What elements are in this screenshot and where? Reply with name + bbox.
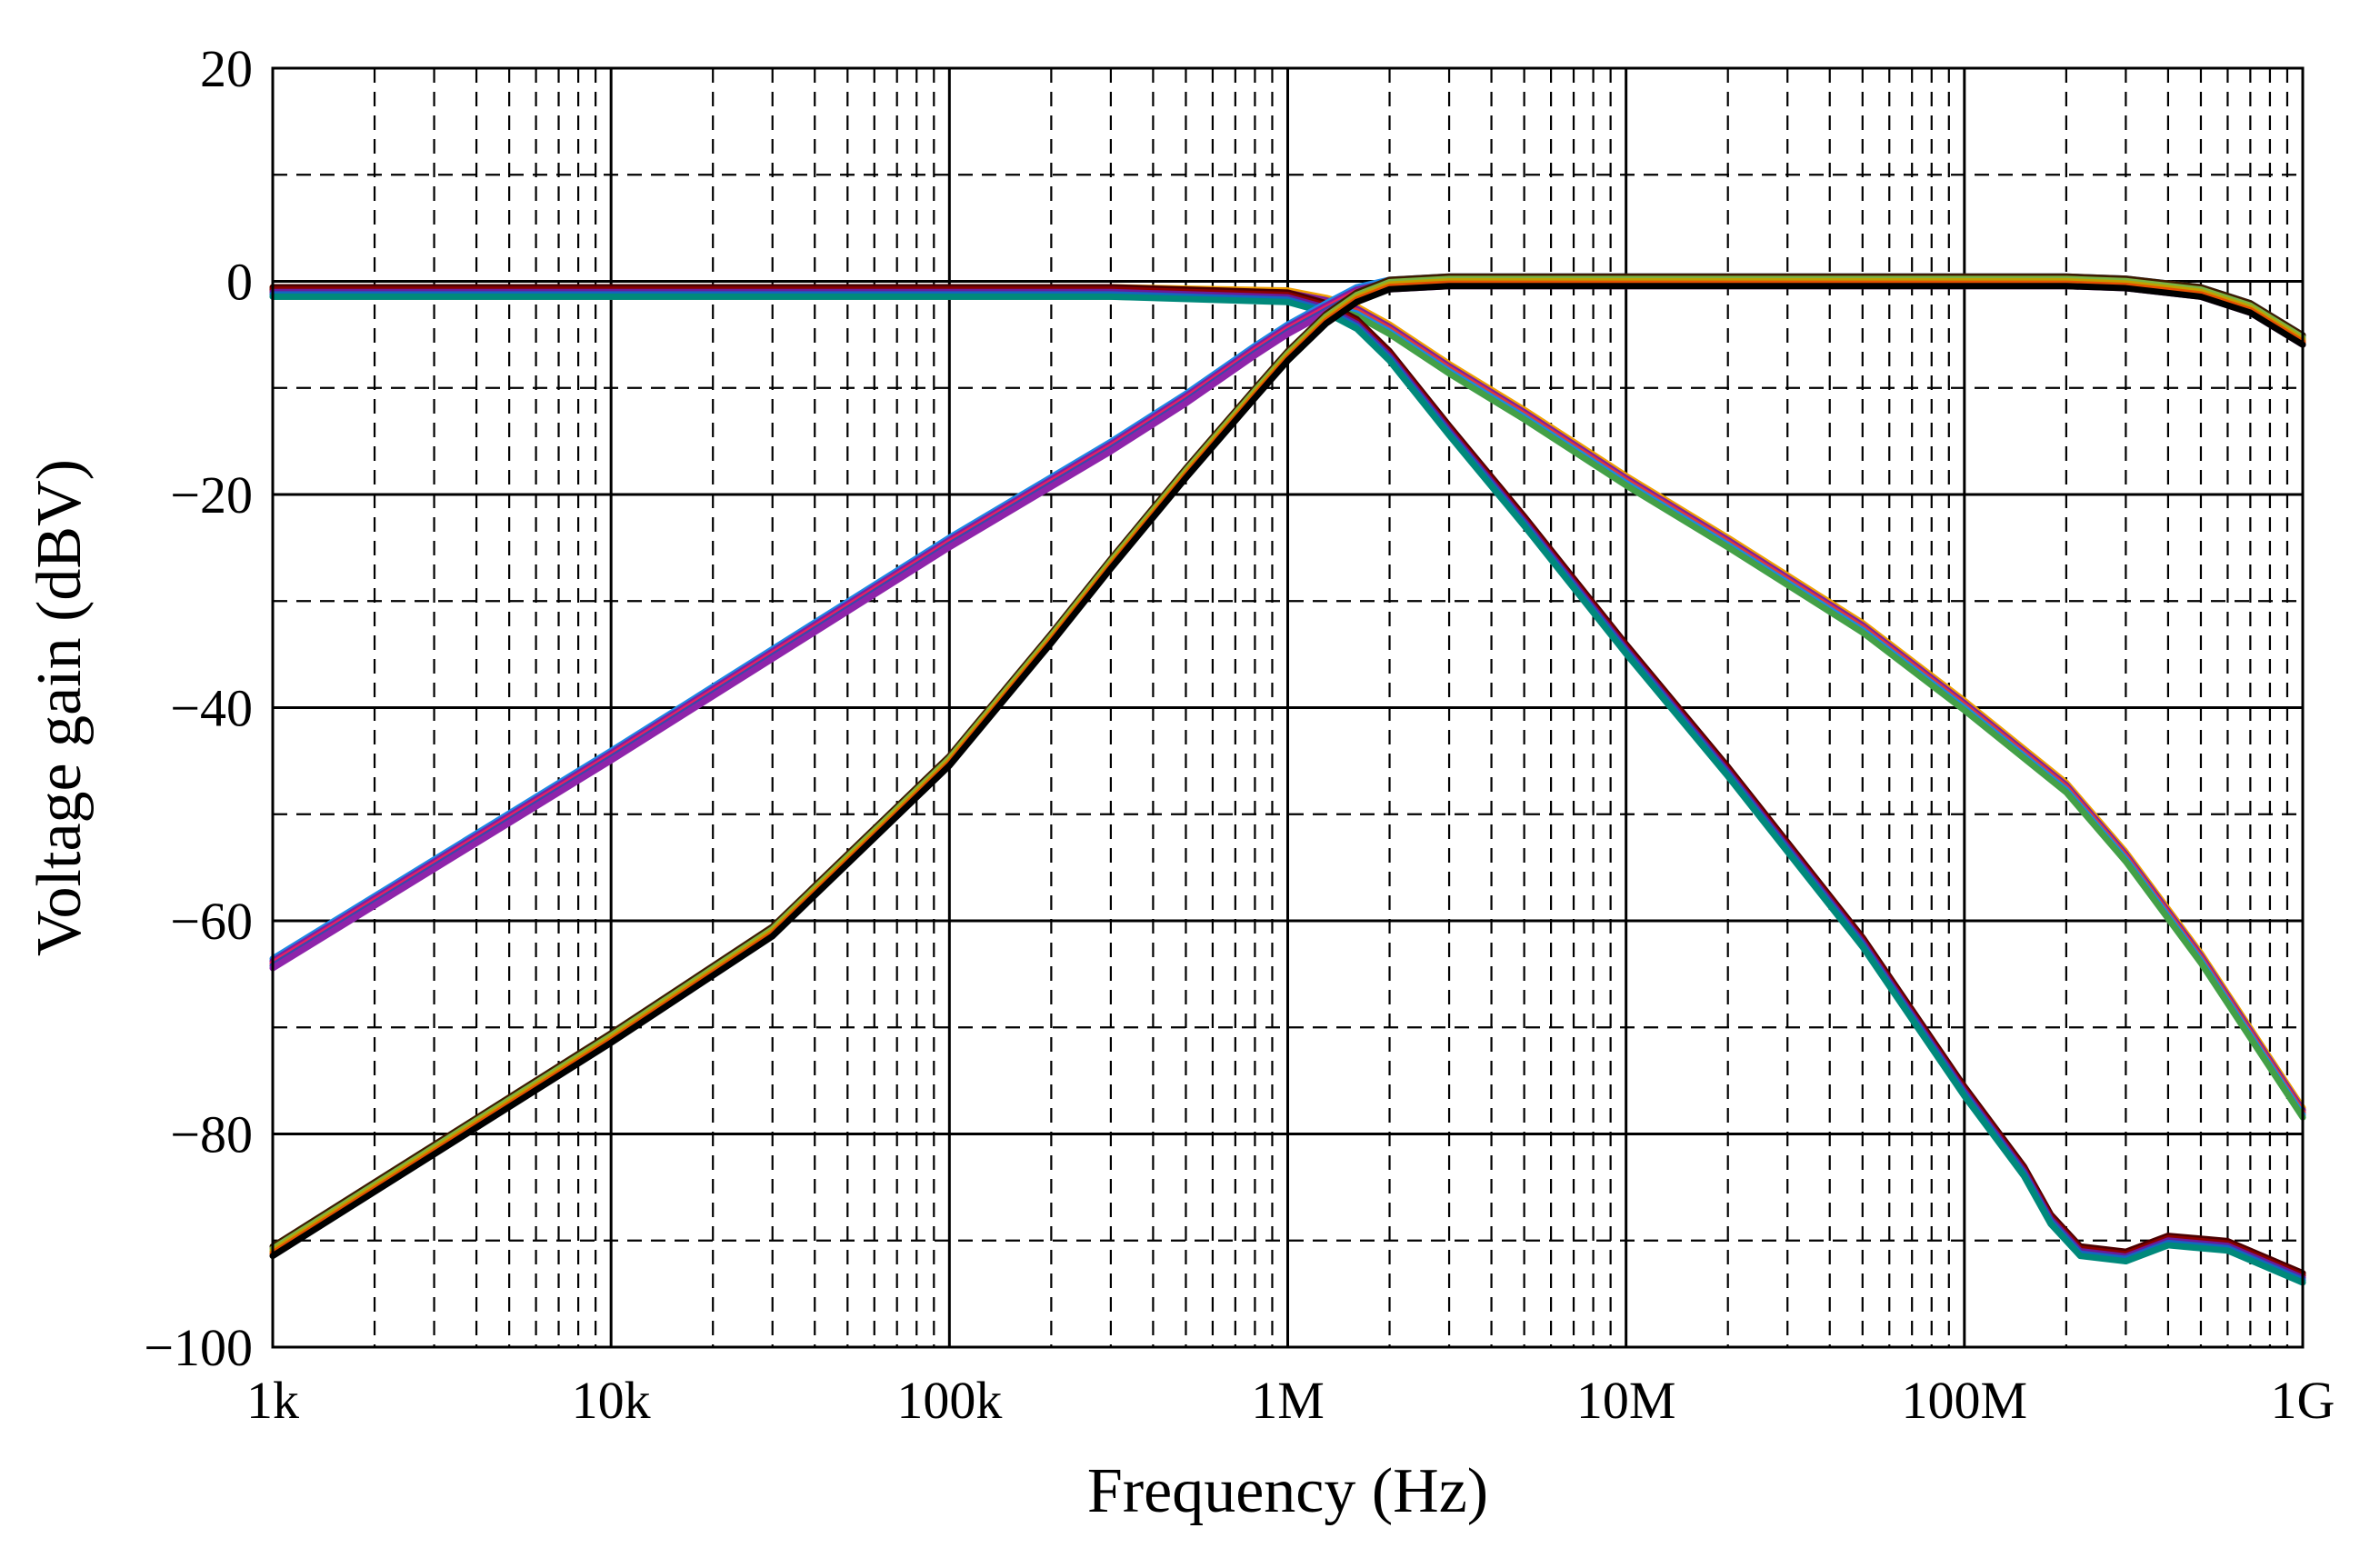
series-group: [269, 273, 2306, 1286]
x-tick-label: 1M: [1251, 1371, 1325, 1430]
y-tick-label: 0: [226, 253, 253, 312]
x-tick-label: 100k: [896, 1371, 1002, 1430]
series-2: [269, 284, 2306, 1286]
y-tick-label: −100: [144, 1318, 253, 1377]
y-tick-labels: 20 0 −20 −40 −60 −80 −100: [144, 39, 253, 1377]
y-tick-label: −20: [170, 465, 253, 524]
series-4: [269, 273, 2306, 1260]
x-tick-label: 1G: [2271, 1371, 2335, 1430]
y-axis-title: Voltage gain (dBV): [25, 459, 95, 956]
y-tick-label: −40: [170, 679, 253, 738]
plot-frame: [271, 66, 2305, 1349]
x-axis-title: Frequency (Hz): [1087, 1456, 1488, 1526]
x-tick-label: 1k: [246, 1371, 299, 1430]
x-tick-label: 10M: [1576, 1371, 1676, 1430]
y-tick-label: −80: [170, 1105, 253, 1164]
x-tick-labels: 1k 10k 100k 1M 10M 100M 1G: [246, 1371, 2335, 1430]
y-tick-label: −60: [170, 892, 253, 951]
y-tick-label: 20: [200, 39, 253, 98]
x-tick-label: 10k: [572, 1371, 651, 1430]
grid: [271, 66, 2305, 1349]
series-2-trace: [269, 293, 2306, 1286]
x-tick-label: 100M: [1902, 1371, 2028, 1430]
series-4-trace: [269, 283, 2306, 1260]
